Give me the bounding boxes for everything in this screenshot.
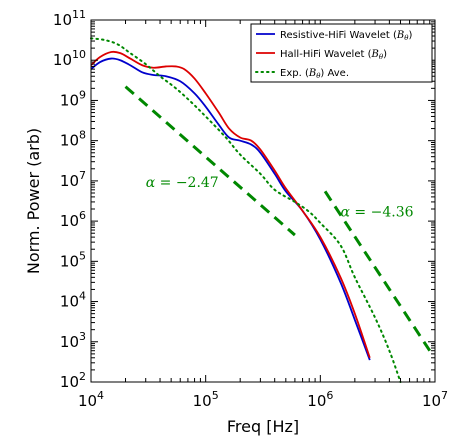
y-tick-label: 109 bbox=[60, 88, 86, 109]
legend-label-1: Resistive-HiFi Wavelet (Bθ) bbox=[280, 30, 412, 42]
y-tick-label: 105 bbox=[60, 249, 86, 270]
fit-label-2: α = −4.36 bbox=[341, 205, 414, 221]
legend-label-2: Hall-HiFi Wavelet (Bθ) bbox=[280, 49, 387, 61]
x-tick-label: 104 bbox=[78, 389, 104, 410]
x-tick-label: 107 bbox=[422, 389, 448, 410]
y-tick-label: 106 bbox=[60, 209, 86, 230]
series-layer bbox=[90, 37, 402, 383]
legend: Resistive-HiFi Wavelet (Bθ) Hall-HiFi Wav… bbox=[250, 23, 433, 83]
y-tick-label: 104 bbox=[60, 290, 86, 311]
fit-line-2 bbox=[323, 190, 432, 352]
y-tick-label: 102 bbox=[60, 370, 86, 391]
ticks-layer bbox=[90, 20, 435, 383]
y-tick-label: 103 bbox=[60, 330, 86, 351]
plot-frame bbox=[90, 19, 436, 383]
y-tick-label: 108 bbox=[60, 129, 86, 150]
fit-lines-layer bbox=[124, 85, 432, 352]
series-line-3 bbox=[90, 37, 402, 383]
x-tick-label: 106 bbox=[307, 389, 333, 410]
legend-box bbox=[250, 23, 433, 83]
fit-line-1 bbox=[124, 85, 296, 237]
series-line-2 bbox=[90, 50, 371, 359]
y-tick-label: 1011 bbox=[53, 8, 86, 29]
fit-annotations: α = −2.47 α = −4.36 bbox=[146, 175, 414, 220]
tick-labels-layer: 104 105 106 107 102 103 104 105 106 107 108 109 1010… bbox=[53, 8, 448, 410]
legend-label-3: Exp. (Bθ) Ave. bbox=[280, 68, 349, 80]
y-axis-title: Norm. Power (arb) bbox=[24, 128, 43, 274]
y-tick-label: 107 bbox=[60, 169, 86, 190]
y-tick-label: 1010 bbox=[53, 48, 86, 69]
fit-label-1: α = −2.47 bbox=[146, 175, 219, 191]
x-axis-title: Freq [Hz] bbox=[227, 417, 299, 436]
x-tick-label: 105 bbox=[193, 389, 219, 410]
